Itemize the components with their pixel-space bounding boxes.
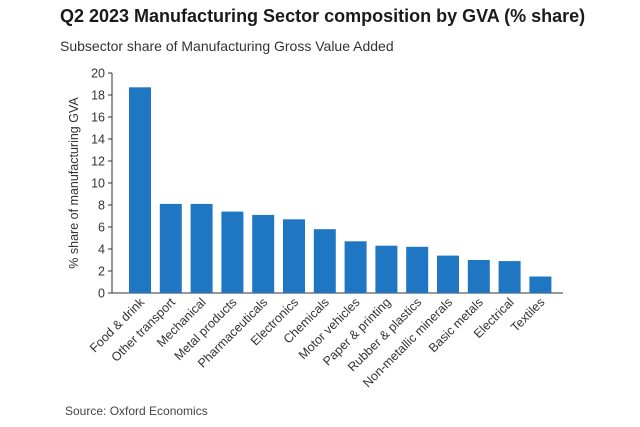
y-tick-label: 10: [91, 177, 105, 191]
bar: [159, 203, 182, 293]
y-tick-label: 2: [98, 265, 105, 279]
bar: [252, 214, 275, 293]
bar: [375, 245, 398, 293]
bar: [129, 87, 151, 293]
y-tick-label: 4: [98, 243, 105, 257]
bar: [529, 276, 552, 293]
chart-title: Q2 2023 Manufacturing Sector composition…: [60, 6, 586, 26]
bar: [313, 229, 336, 293]
y-tick-label: 16: [91, 111, 105, 125]
source-note: Source: Oxford Economics: [65, 404, 208, 418]
bar: [467, 260, 490, 293]
bar: [344, 241, 367, 293]
bar: [406, 246, 429, 293]
bar: [283, 219, 305, 293]
chart-subtitle: Subsector share of Manufacturing Gross V…: [60, 38, 394, 54]
bar: [498, 261, 521, 293]
bar: [221, 211, 244, 293]
y-tick-label: 18: [91, 89, 105, 103]
y-tick-label: 14: [91, 133, 105, 147]
bars: [129, 87, 552, 293]
y-tick-label: 20: [91, 67, 105, 81]
y-tick-label: 6: [98, 221, 105, 235]
y-axis: 0 2 4 6 8 10 12 14 16 18 20: [91, 67, 563, 301]
bar: [190, 203, 213, 293]
y-tick-label: 8: [98, 199, 105, 213]
bar: [437, 255, 459, 293]
y-tick-label: 12: [91, 155, 105, 169]
y-tick-label: 0: [98, 287, 105, 301]
y-axis-label: % share of manufacturing GVA: [67, 97, 81, 269]
x-tick-label: Textiles: [508, 295, 547, 334]
